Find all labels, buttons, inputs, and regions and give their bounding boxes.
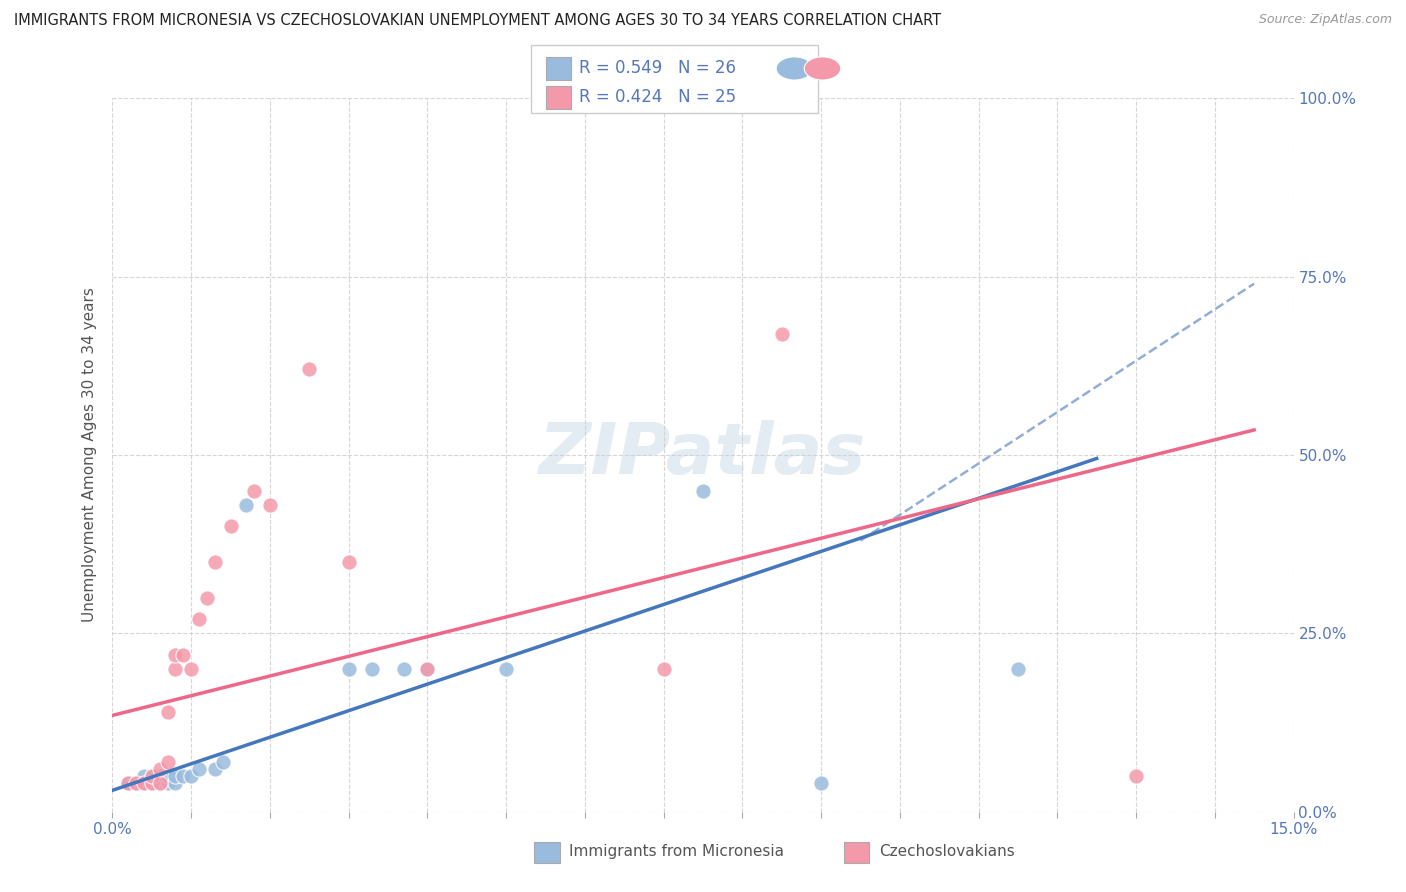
Point xyxy=(495,662,517,676)
Point xyxy=(416,662,439,676)
Point xyxy=(165,776,187,790)
Point xyxy=(392,662,415,676)
Point xyxy=(132,769,155,783)
Point xyxy=(165,769,187,783)
Point xyxy=(149,762,172,776)
Text: Czechoslovakians: Czechoslovakians xyxy=(879,845,1015,859)
Point xyxy=(337,555,360,569)
Point xyxy=(180,662,202,676)
Point xyxy=(810,776,832,790)
Text: R = 0.424   N = 25: R = 0.424 N = 25 xyxy=(579,88,737,106)
Point xyxy=(149,776,172,790)
Point xyxy=(165,662,187,676)
Point xyxy=(298,362,321,376)
Point xyxy=(204,762,226,776)
Point xyxy=(211,755,233,769)
Point xyxy=(156,769,179,783)
Point xyxy=(259,498,281,512)
Point xyxy=(141,776,163,790)
Point xyxy=(188,612,211,626)
Point xyxy=(172,648,194,662)
Point xyxy=(149,769,172,783)
Point xyxy=(361,662,384,676)
Point xyxy=(219,519,242,533)
Point xyxy=(1007,662,1029,676)
Point xyxy=(243,483,266,498)
Point xyxy=(156,705,179,719)
Text: Immigrants from Micronesia: Immigrants from Micronesia xyxy=(569,845,785,859)
Point xyxy=(235,498,257,512)
Point xyxy=(652,662,675,676)
Point xyxy=(337,662,360,676)
Point xyxy=(180,769,202,783)
Point xyxy=(770,326,793,341)
Point xyxy=(156,776,179,790)
Point xyxy=(172,769,194,783)
Text: IMMIGRANTS FROM MICRONESIA VS CZECHOSLOVAKIAN UNEMPLOYMENT AMONG AGES 30 TO 34 Y: IMMIGRANTS FROM MICRONESIA VS CZECHOSLOV… xyxy=(14,13,941,29)
Point xyxy=(416,662,439,676)
Point xyxy=(117,776,139,790)
Point xyxy=(125,776,148,790)
Text: ZIPatlas: ZIPatlas xyxy=(540,420,866,490)
Point xyxy=(132,776,155,790)
Point xyxy=(125,776,148,790)
Point xyxy=(195,591,218,605)
Point xyxy=(204,555,226,569)
Point xyxy=(132,776,155,790)
Point xyxy=(188,762,211,776)
Point xyxy=(165,648,187,662)
Point xyxy=(141,769,163,783)
Point xyxy=(141,769,163,783)
Point xyxy=(141,776,163,790)
Point xyxy=(149,776,172,790)
Y-axis label: Unemployment Among Ages 30 to 34 years: Unemployment Among Ages 30 to 34 years xyxy=(82,287,97,623)
Text: Source: ZipAtlas.com: Source: ZipAtlas.com xyxy=(1258,13,1392,27)
Point xyxy=(692,483,714,498)
Point xyxy=(156,755,179,769)
Text: R = 0.549   N = 26: R = 0.549 N = 26 xyxy=(579,60,737,78)
Point xyxy=(1125,769,1147,783)
Point xyxy=(117,776,139,790)
